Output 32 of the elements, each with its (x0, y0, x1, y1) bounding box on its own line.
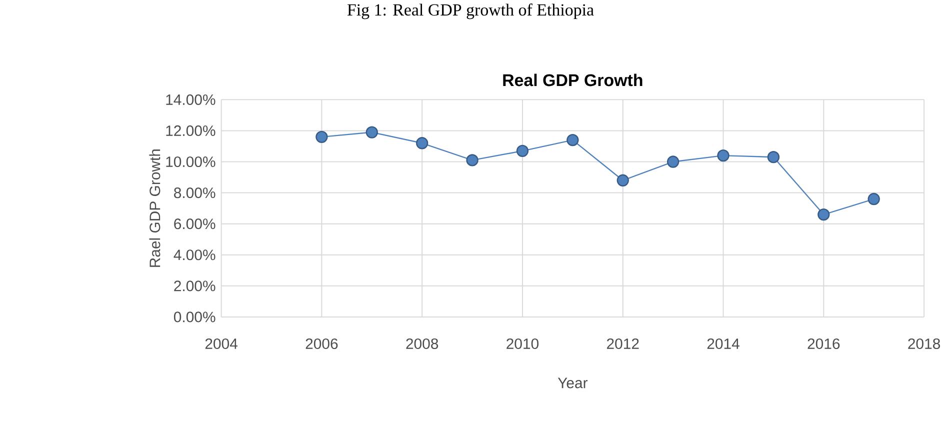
x-tick-label: 2018 (908, 338, 940, 350)
y-tick-label: 4.00% (174, 250, 216, 260)
y-tick-label: 2.00% (174, 280, 216, 292)
x-tick-label: 2012 (606, 338, 639, 350)
y-tick-label: 14.00% (166, 94, 216, 106)
point (616, 174, 629, 187)
point (717, 150, 730, 162)
y-tick-label: 8.00% (174, 188, 216, 198)
y-axis-title: Rael GDP Growth (149, 150, 160, 268)
y-tick-label: 10.00% (166, 156, 216, 168)
caption: Fig 1: Real GDP growth of Ethiopia (347, 4, 594, 20)
y-tick-label: 6.00% (174, 218, 216, 230)
point (566, 134, 579, 146)
point (466, 154, 478, 166)
y-tick-label: 12.00% (166, 126, 216, 136)
x-tick-label: 2008 (406, 338, 438, 350)
x-tick-label: 2004 (205, 338, 238, 350)
y-tick-label: 0.00% (174, 312, 216, 322)
x-axis-title: Year (558, 378, 588, 388)
x-tick-label: 2014 (707, 338, 740, 350)
point (818, 208, 830, 221)
chart-title: Real GDP Growth (503, 74, 642, 86)
point (767, 151, 780, 164)
x-tick-label: 2010 (506, 338, 539, 350)
point (516, 144, 529, 158)
point (316, 131, 328, 144)
point (366, 126, 378, 139)
point (868, 193, 880, 206)
point (416, 137, 428, 150)
x-tick-label: 2016 (808, 338, 840, 350)
x-tick-label: 2006 (306, 338, 338, 350)
point (666, 156, 680, 168)
